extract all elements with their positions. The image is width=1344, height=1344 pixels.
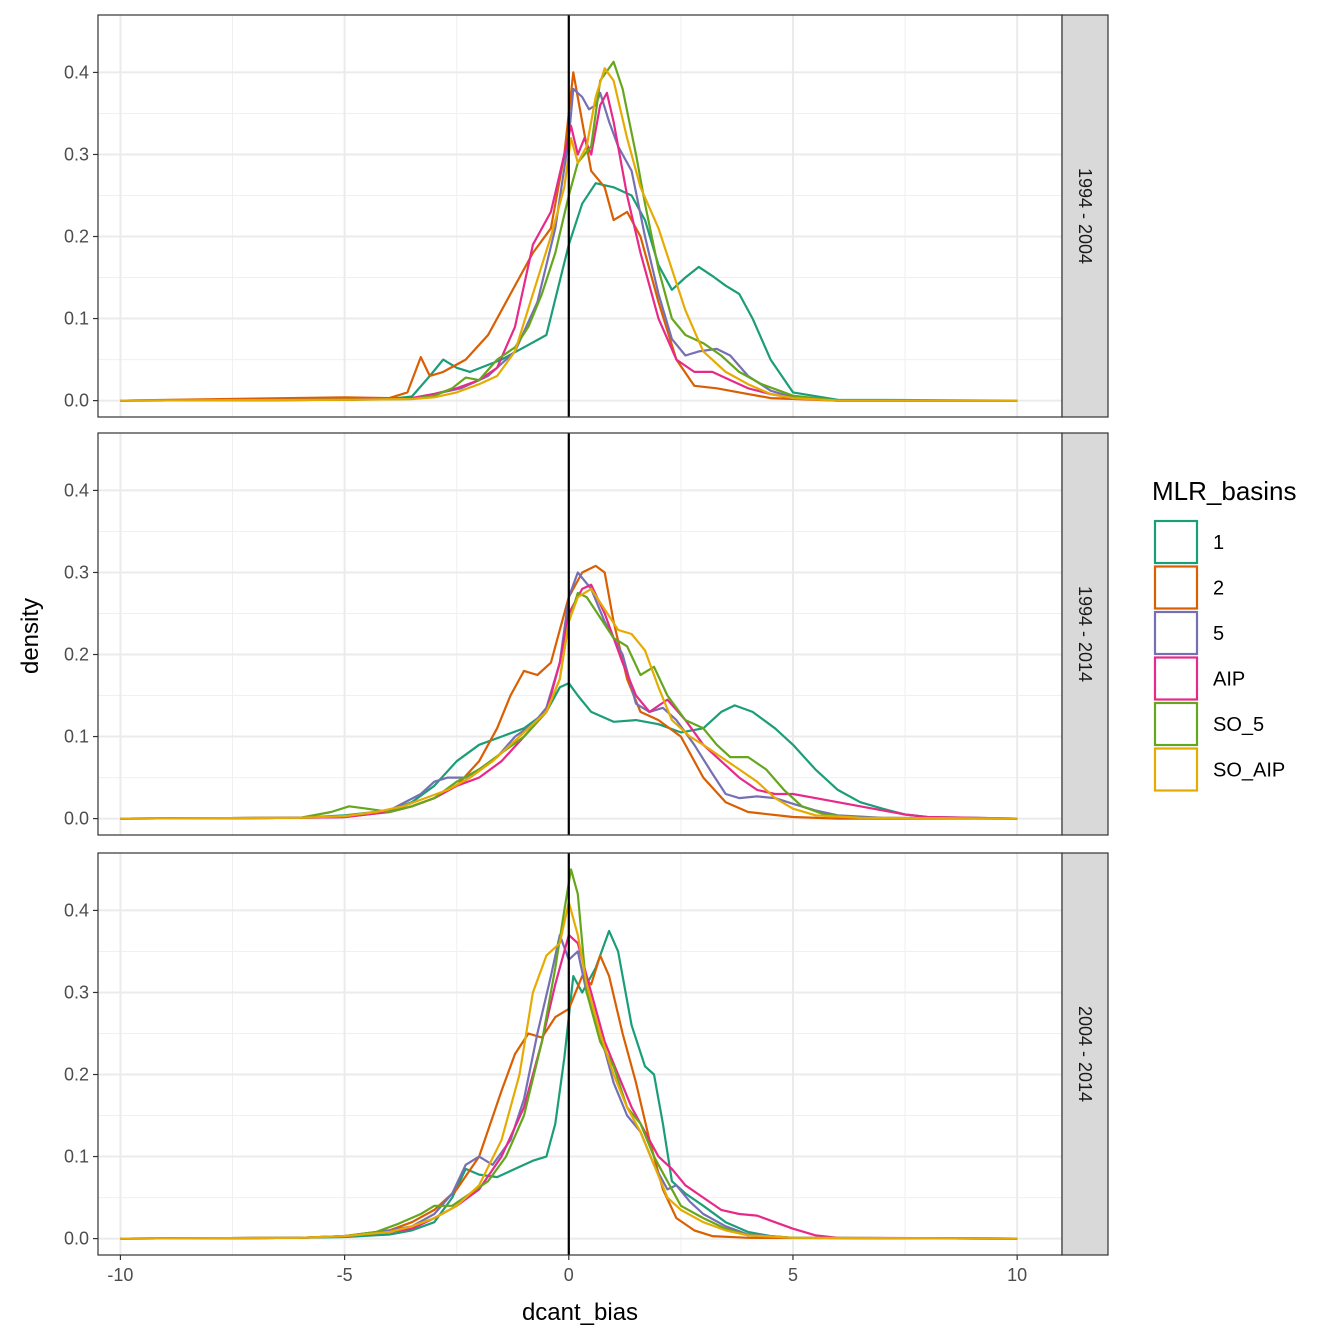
y-tick-label: 0.2 (64, 227, 89, 247)
x-tick-label: -5 (337, 1265, 353, 1285)
facet-strip (1061, 852, 1109, 1256)
density-line-so-5 (120, 60, 1018, 402)
density-line-so-5 (120, 591, 1018, 820)
legend-key (1153, 519, 1199, 565)
y-tick-label: 0.4 (64, 900, 89, 920)
legend-items: 1 2 5 AIP SO_5 SO_AIP (1153, 519, 1285, 792)
legend-label: 1 (1213, 532, 1224, 554)
y-tick-label: 0.3 (64, 144, 89, 164)
legend-key (1153, 747, 1199, 792)
legend-label: 5 (1213, 623, 1224, 645)
x-tick-label: -10 (107, 1265, 133, 1285)
legend-key (1153, 701, 1199, 747)
y-tick-label: 0.2 (64, 1065, 89, 1085)
legend-label: 2 (1213, 578, 1224, 600)
y-tick-label: 0.0 (64, 391, 89, 411)
facet-panel: 0.0 0.1 0.2 0.3 0.4 2004 - 2014 (64, 852, 1109, 1256)
x-axis: -10 -5 0 5 10 (107, 1255, 1027, 1285)
y-tick-label: 0.3 (64, 562, 89, 582)
density-line-aip (120, 91, 1018, 402)
facet-panel: 0.0 0.1 0.2 0.3 0.4 1994 - 2004 (64, 14, 1109, 418)
x-tick-label: 0 (564, 1265, 574, 1285)
facet-strip (1061, 432, 1109, 836)
y-tick-label: 0.0 (64, 1229, 89, 1249)
y-tick-label: 0.3 (64, 982, 89, 1002)
x-axis-title: dcant_bias (522, 1299, 638, 1326)
legend-key (1153, 656, 1199, 701)
facet-strip-label: 2004 - 2014 (1075, 1006, 1095, 1102)
legend-key (1153, 565, 1199, 610)
legend-label: AIP (1213, 669, 1245, 691)
density-line-aip (120, 583, 1018, 820)
panel-background (98, 15, 1062, 417)
y-tick-label: 0.4 (64, 480, 89, 500)
facet-strip-label: 1994 - 2014 (1075, 586, 1095, 682)
density-line-1 (120, 182, 1018, 402)
panel-background (98, 433, 1062, 835)
y-tick-label: 0.1 (64, 727, 89, 747)
y-tick-label: 0.2 (64, 645, 89, 665)
legend-title: MLR_basins (1152, 476, 1297, 506)
density-line-so-5 (120, 868, 1018, 1240)
y-tick-label: 0.1 (64, 309, 89, 329)
x-tick-label: 5 (788, 1265, 798, 1285)
density-line-5 (120, 571, 1018, 820)
density-line-so-aip (120, 587, 1018, 820)
density-line-so-aip (120, 67, 1018, 402)
x-tick-label: 10 (1007, 1265, 1027, 1285)
legend-key (1153, 610, 1199, 656)
y-tick-label: 0.4 (64, 62, 89, 82)
density-line-2 (120, 71, 1018, 402)
y-tick-label: 0.1 (64, 1147, 89, 1167)
facet-strip (1061, 14, 1109, 418)
y-tick-label: 0.0 (64, 809, 89, 829)
density-line-so-aip (120, 901, 1018, 1240)
facet-strip-label: 1994 - 2004 (1075, 168, 1095, 264)
legend-label: SO_AIP (1213, 760, 1285, 782)
y-axis-title: density (17, 598, 44, 674)
legend: MLR_basins 1 2 5 AIP SO_5 SO_AIP (1152, 476, 1297, 792)
legend-label: SO_5 (1213, 714, 1264, 736)
facet-panel: 0.0 0.1 0.2 0.3 0.4 1994 - 2014 (64, 432, 1109, 836)
